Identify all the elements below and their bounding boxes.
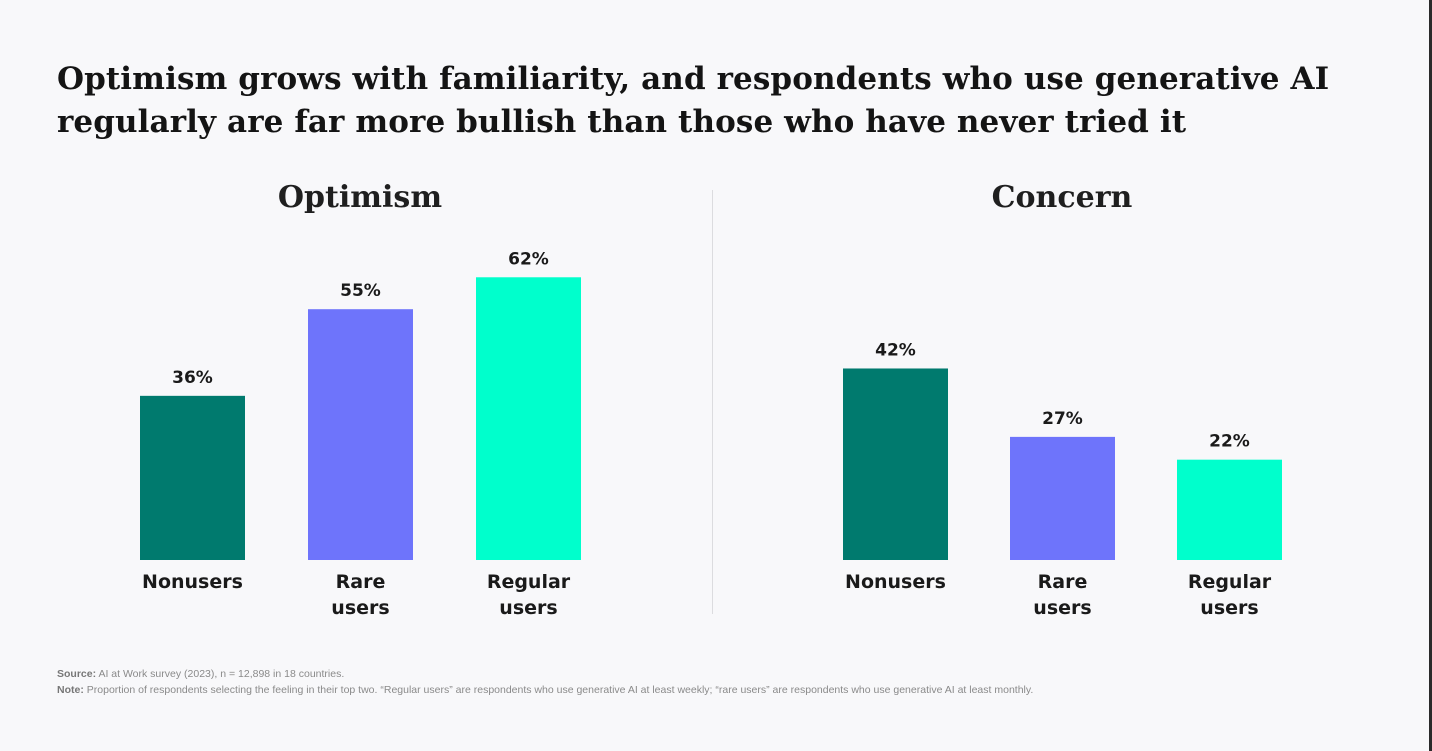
headline-line-1: Optimism grows with familiarity, and res… [57,61,1330,97]
optimism-value-label-rare-users: 55% [340,281,381,301]
concern-value-label-regular-users: 22% [1209,432,1250,452]
source-footnote: Source: AI at Work survey (2023), n = 12… [57,668,1357,680]
optimism-category-label-regular-users: Regular users [487,571,571,619]
optimism-value-label-nonusers: 36% [172,368,213,388]
note-footnote: Note: Proportion of respondents selectin… [57,684,1357,696]
note-text: Proportion of respondents selecting the … [86,684,1034,696]
concern-panel-title: Concern [991,180,1133,215]
right-edge-border [1429,0,1432,751]
concern-bar-nonusers [843,368,948,560]
optimism-bar-regular-users [476,277,581,560]
concern-value-label-rare-users: 27% [1042,409,1083,429]
optimism-panel-title: Optimism [277,180,443,215]
concern-bar-rare-users [1010,436,1115,560]
headline-line-2: regularly are far more bullish than thos… [57,104,1187,140]
optimism-bar-rare-users [308,309,413,560]
source-text: AI at Work survey (2023), n = 12,898 in … [98,668,345,680]
concern-value-label-nonusers: 42% [875,340,916,360]
concern-category-label-nonusers: Nonusers [845,571,946,593]
note-label: Note: [57,684,84,696]
optimism-value-label-regular-users: 62% [508,249,549,269]
concern-category-label-rare-users: Rare users [1033,571,1091,619]
optimism-bar-nonusers [140,395,245,560]
concern-category-label-regular-users: Regular users [1188,571,1272,619]
panel-divider [712,190,713,614]
concern-bar-regular-users [1177,459,1282,560]
source-label: Source: [57,668,97,680]
optimism-category-label-nonusers: Nonusers [142,571,243,593]
headline: Optimism grows with familiarity, and res… [57,58,1387,144]
optimism-category-label-rare-users: Rare users [331,571,389,619]
